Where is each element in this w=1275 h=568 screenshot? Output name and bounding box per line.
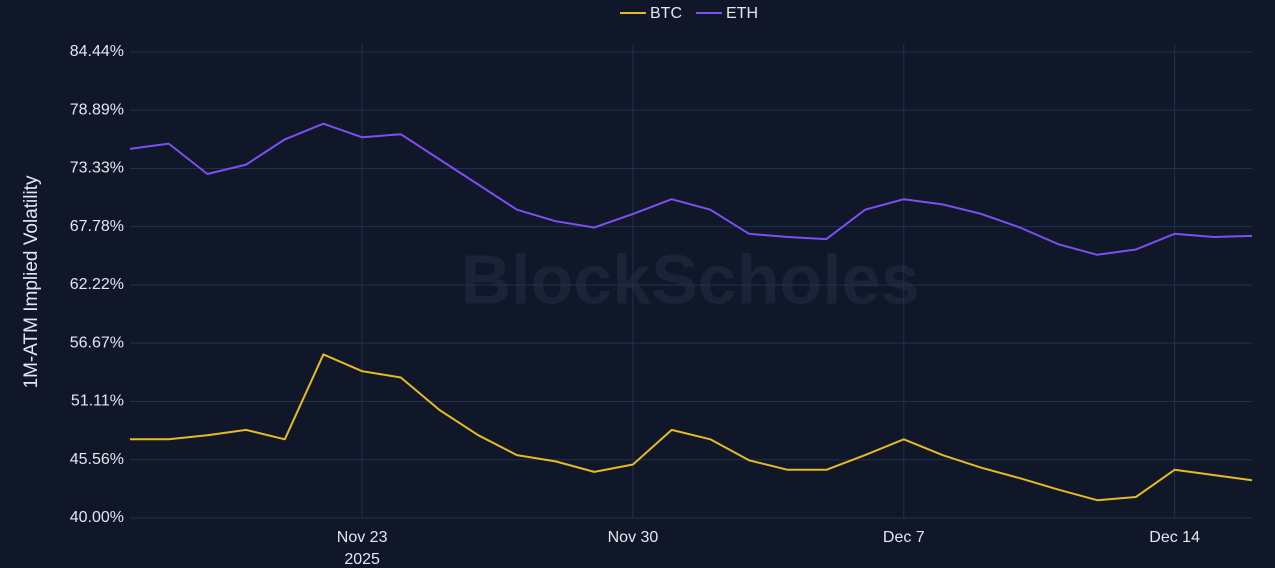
x-tick-label: Nov 23 [337, 529, 388, 546]
y-axis-title: 1M-ATM Implied Volatility [21, 175, 42, 388]
x-tick-label: Dec 7 [883, 529, 925, 546]
watermark: BlockScholes [460, 240, 919, 318]
line [130, 353, 1253, 502]
y-tick-label: 62.22% [70, 276, 124, 293]
y-tick-label: 73.33% [70, 160, 124, 177]
x-tick-label: Nov 30 [608, 529, 659, 546]
line [129, 122, 1253, 256]
y-tick-label: 40.00% [70, 509, 124, 526]
y-tick-label: 51.11% [71, 393, 124, 410]
legend-label: ETH [726, 5, 758, 22]
y-tick-label: 84.44% [70, 43, 124, 60]
y-tick-label: 78.89% [70, 101, 124, 118]
legend-label: BTC [650, 5, 682, 22]
y-tick-label: 45.56% [70, 451, 124, 468]
x-year-label: 2025 [344, 551, 380, 568]
y-tick-label: 67.78% [70, 218, 124, 235]
x-tick-label: Dec 14 [1149, 529, 1200, 546]
y-tick-label: 56.67% [70, 334, 124, 351]
